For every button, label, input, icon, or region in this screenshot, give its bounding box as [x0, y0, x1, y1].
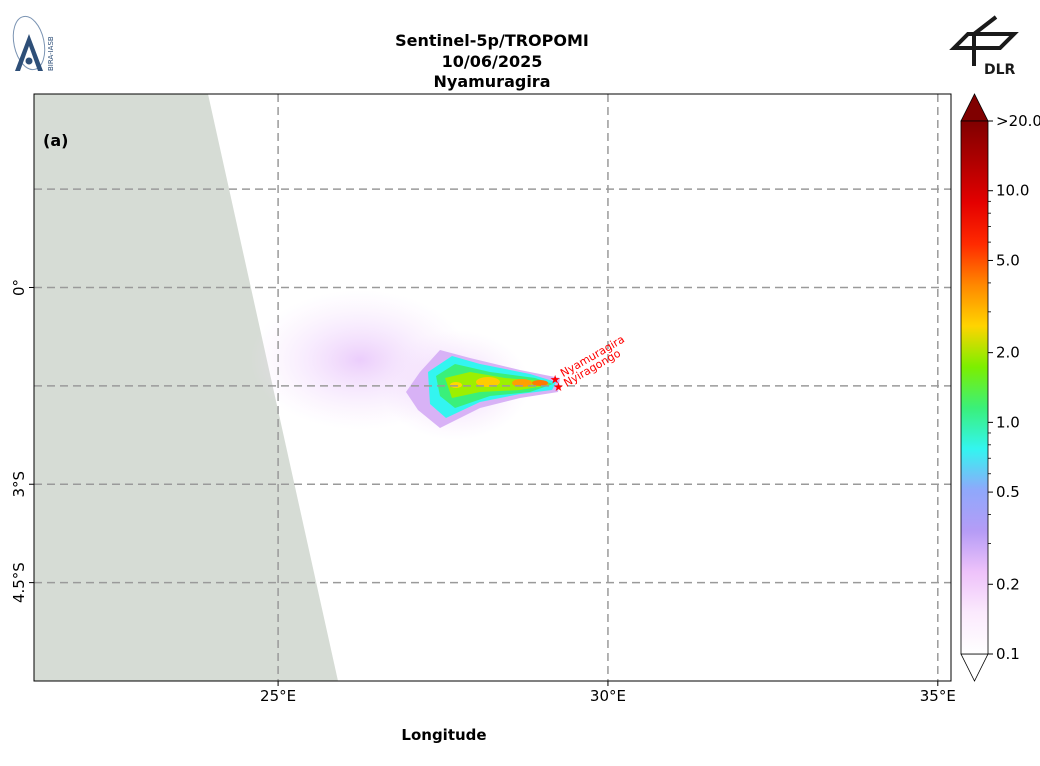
x-axis-ticks: 25°E 30°E 35°E: [260, 681, 956, 705]
colorbar-tick-label: 0.2: [996, 575, 1020, 593]
dlr-logo-text: DLR: [984, 62, 1016, 78]
volcano-marker: ★: [550, 372, 561, 386]
y-axis-ticks: 0° 3°S 4.5°S: [10, 279, 34, 603]
y-tick-label: 0°: [10, 279, 28, 296]
plume-core-yellow: [476, 377, 500, 387]
colorbar-tick-label: 2.0: [996, 344, 1020, 362]
bira-iasb-logo-text: BIRA-IASB: [47, 36, 55, 71]
colorbar-tick-label: 1.0: [996, 413, 1020, 431]
panel-label: (a): [43, 131, 69, 150]
colorbar-extend-high: [960, 93, 989, 122]
title-line-1: Sentinel-5p/TROPOMI: [395, 31, 589, 50]
map-area: [34, 94, 951, 681]
gridlines: [34, 94, 951, 681]
title-line-2: 10/06/2025: [441, 52, 543, 71]
title-line-3: Nyamuragira: [433, 72, 551, 91]
plume-core-west: [450, 382, 462, 388]
x-tick-label: 35°E: [920, 687, 956, 705]
plume-core-orange: [512, 379, 532, 387]
plume-core-orange-east: [532, 380, 548, 386]
y-tick-label: 4.5°S: [10, 562, 28, 603]
dlr-logo: DLR: [949, 15, 1019, 78]
colorbar-tick-label: 5.0: [996, 251, 1020, 269]
colorbar-tick-label: 0.1: [996, 645, 1020, 663]
colorbar-extend-low: [960, 653, 989, 682]
y-tick-label: 3°S: [10, 471, 28, 498]
colorbar: >20.0 10.0 5.0 2.0 1.0 0.5 0.2 0.1: [960, 93, 1040, 682]
colorbar-tick-label: >20.0: [996, 112, 1040, 130]
x-tick-label: 25°E: [260, 687, 296, 705]
map-frame: [33, 93, 952, 682]
no-data-region: [34, 94, 338, 681]
colorbar-tick-label: 0.5: [996, 483, 1020, 501]
bira-iasb-logo: BIRA-IASB: [12, 15, 55, 71]
colorbar-tick-label: 10.0: [996, 182, 1029, 200]
volcano-marker: ★: [553, 380, 564, 394]
colorbar-bar: [960, 120, 989, 655]
so2-plume: [250, 290, 560, 440]
x-tick-label: 30°E: [590, 687, 626, 705]
x-axis-label: Longitude: [401, 726, 487, 744]
